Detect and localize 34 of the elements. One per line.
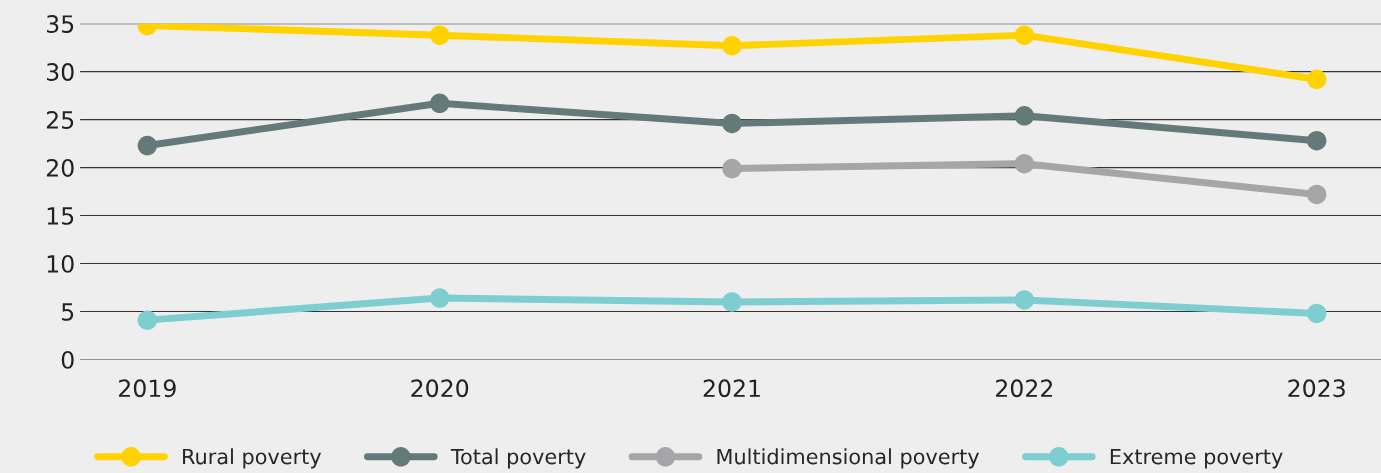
y-tick-label: 0 <box>61 350 74 369</box>
point <box>429 25 450 45</box>
legend-label: Multidimensional poverty <box>717 448 980 469</box>
legend-label: Total poverty <box>450 448 586 469</box>
point <box>1014 290 1035 310</box>
y-tick-label: 5 <box>62 303 74 321</box>
point <box>429 93 450 114</box>
x-tick-label: 2023 <box>1288 379 1345 398</box>
y-tick-label: 20 <box>46 159 74 177</box>
x-tick-label: 2019 <box>119 379 176 398</box>
point <box>137 310 158 330</box>
x-tick-label: 2020 <box>411 379 469 398</box>
y-tick-label: 10 <box>47 254 74 273</box>
point <box>1306 303 1327 324</box>
y-tick-label: 25 <box>46 111 74 129</box>
point <box>1014 25 1035 45</box>
point <box>429 288 450 308</box>
point <box>1306 130 1327 151</box>
y-tick-label: 15 <box>47 207 74 225</box>
point <box>722 113 742 134</box>
y-tick-label: 30 <box>46 63 74 81</box>
point <box>137 135 158 156</box>
x-tick-label: 2021 <box>703 379 760 398</box>
legend-label: Rural poverty <box>183 448 322 469</box>
point <box>1014 154 1035 174</box>
point <box>1014 106 1035 126</box>
point <box>1306 184 1327 205</box>
x-tick-label: 2022 <box>996 379 1053 398</box>
point <box>1306 69 1327 90</box>
point <box>722 292 742 312</box>
y-tick-label: 35 <box>46 15 74 33</box>
point <box>722 36 742 56</box>
point <box>722 158 742 179</box>
legend-label: Extreme poverty <box>1110 448 1283 469</box>
